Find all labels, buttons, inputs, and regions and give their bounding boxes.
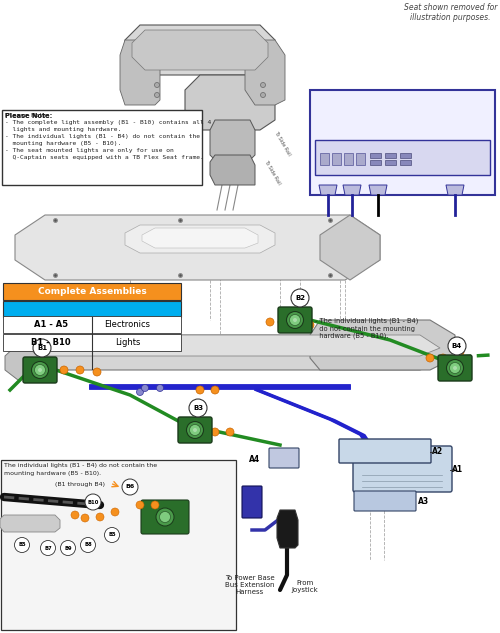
Circle shape — [154, 92, 160, 97]
Polygon shape — [15, 215, 380, 280]
FancyBboxPatch shape — [1, 460, 236, 630]
Circle shape — [453, 366, 457, 370]
FancyBboxPatch shape — [3, 283, 181, 300]
Circle shape — [81, 514, 89, 522]
Polygon shape — [369, 185, 387, 195]
Text: A2: A2 — [432, 448, 443, 456]
Text: A1: A1 — [452, 465, 463, 475]
Text: The individual lights (B1 - B4) do not contain the: The individual lights (B1 - B4) do not c… — [4, 463, 157, 468]
FancyBboxPatch shape — [3, 316, 181, 333]
Text: A3: A3 — [418, 498, 429, 506]
FancyBboxPatch shape — [3, 301, 181, 317]
Circle shape — [456, 348, 464, 356]
Circle shape — [60, 541, 76, 556]
Text: B4: B4 — [452, 343, 462, 349]
Circle shape — [111, 508, 119, 516]
Circle shape — [426, 354, 434, 362]
FancyBboxPatch shape — [344, 153, 353, 165]
Circle shape — [156, 384, 164, 391]
Circle shape — [33, 339, 51, 357]
Text: B2: B2 — [295, 295, 305, 301]
Circle shape — [290, 315, 300, 325]
Text: B1 - B10: B1 - B10 — [31, 338, 71, 347]
FancyBboxPatch shape — [339, 439, 431, 463]
Text: Assemblies: Assemblies — [101, 320, 154, 330]
FancyBboxPatch shape — [332, 153, 341, 165]
Circle shape — [286, 311, 304, 329]
Text: A5: A5 — [227, 511, 238, 520]
FancyBboxPatch shape — [242, 486, 262, 518]
Circle shape — [260, 82, 266, 87]
Circle shape — [136, 389, 143, 396]
Circle shape — [96, 513, 104, 521]
Circle shape — [151, 501, 159, 509]
Text: Complete Assemblies: Complete Assemblies — [38, 287, 146, 296]
FancyBboxPatch shape — [385, 160, 396, 165]
Circle shape — [439, 354, 447, 362]
Polygon shape — [20, 335, 440, 356]
Text: A1 - A5: A1 - A5 — [34, 320, 68, 329]
Text: To Power Base
Bus Extension
Harness: To Power Base Bus Extension Harness — [225, 575, 275, 595]
FancyBboxPatch shape — [3, 334, 181, 351]
Polygon shape — [310, 320, 455, 370]
FancyBboxPatch shape — [438, 355, 472, 381]
FancyBboxPatch shape — [278, 307, 312, 333]
FancyBboxPatch shape — [400, 153, 411, 158]
FancyBboxPatch shape — [400, 160, 411, 165]
FancyBboxPatch shape — [269, 448, 299, 468]
FancyBboxPatch shape — [23, 357, 57, 383]
Text: B6: B6 — [126, 484, 134, 489]
Circle shape — [211, 386, 219, 394]
Text: (B1 through B4): (B1 through B4) — [55, 482, 105, 487]
Circle shape — [85, 494, 101, 510]
FancyBboxPatch shape — [356, 153, 365, 165]
Circle shape — [71, 511, 79, 519]
FancyBboxPatch shape — [320, 153, 329, 165]
Circle shape — [34, 365, 46, 375]
Text: B5: B5 — [108, 532, 116, 537]
Text: mounting hardware (B5 - B10).: mounting hardware (B5 - B10). — [4, 471, 101, 476]
Circle shape — [38, 368, 42, 372]
Text: B8: B8 — [84, 542, 92, 548]
Text: B1: B1 — [37, 345, 47, 351]
FancyBboxPatch shape — [2, 110, 202, 185]
Text: From
Joystick: From Joystick — [292, 580, 318, 593]
Circle shape — [14, 537, 30, 553]
Circle shape — [291, 289, 309, 307]
Circle shape — [226, 428, 234, 436]
Polygon shape — [446, 185, 464, 195]
Polygon shape — [142, 228, 258, 248]
Text: - The individual lights (B1 - B4)
  do not contain the mounting
  hardware (B5 -: - The individual lights (B1 - B4) do not… — [315, 318, 418, 339]
Circle shape — [156, 508, 174, 526]
Polygon shape — [125, 25, 275, 75]
Circle shape — [40, 541, 56, 556]
Circle shape — [122, 479, 138, 495]
Polygon shape — [0, 515, 60, 532]
FancyBboxPatch shape — [353, 446, 452, 492]
Polygon shape — [320, 215, 380, 280]
Circle shape — [76, 366, 84, 374]
Text: B10: B10 — [88, 499, 99, 505]
Circle shape — [293, 318, 297, 322]
Circle shape — [278, 318, 286, 326]
Polygon shape — [5, 335, 40, 380]
Text: To Side Rail: To Side Rail — [273, 130, 291, 156]
Polygon shape — [20, 335, 440, 370]
Polygon shape — [132, 30, 268, 70]
Text: Please Note:
- The complete light assembly (B1 - B10) contains all 4
  lights an: Please Note: - The complete light assemb… — [5, 113, 211, 160]
Circle shape — [190, 425, 200, 436]
Circle shape — [93, 368, 101, 376]
Circle shape — [104, 527, 120, 542]
Circle shape — [450, 363, 460, 373]
Polygon shape — [319, 185, 337, 195]
Circle shape — [196, 386, 204, 394]
Polygon shape — [210, 155, 255, 185]
Polygon shape — [185, 75, 275, 130]
Polygon shape — [277, 510, 298, 548]
Text: Please Note:: Please Note: — [5, 113, 52, 119]
Text: A4: A4 — [249, 456, 260, 465]
Circle shape — [32, 361, 48, 379]
Circle shape — [306, 321, 314, 329]
Polygon shape — [245, 40, 285, 105]
Polygon shape — [120, 40, 160, 105]
